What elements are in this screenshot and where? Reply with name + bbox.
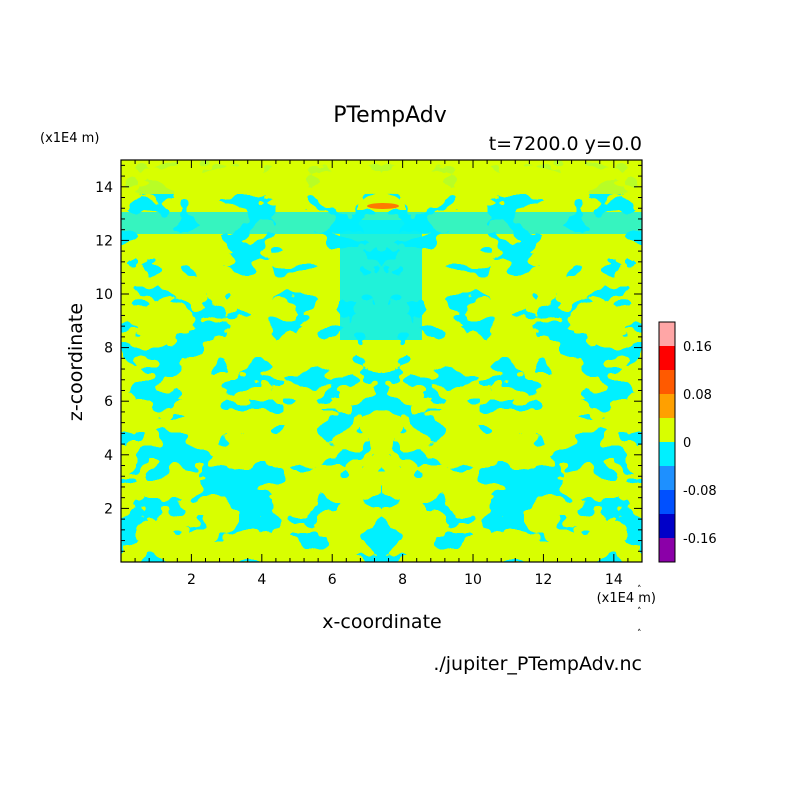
x-tick-label: 14 (605, 572, 623, 588)
colorbar-swatch (659, 346, 675, 370)
x-axis-label: x-coordinate (322, 611, 441, 633)
dot-mark: ˄ (637, 607, 642, 617)
chart-title: PTempAdv (333, 103, 447, 128)
source-file-label: ./jupiter_PTempAdv.nc (433, 653, 642, 675)
colorbar-swatch (659, 466, 675, 490)
y-tick-label: 6 (104, 394, 113, 410)
y-axis-label: z-coordinate (65, 303, 87, 421)
y-tick-label: 2 (104, 501, 113, 517)
y-tick-label: 12 (95, 233, 113, 249)
y-axis-ticks: 2 4 6 8 10 12 14 (95, 164, 642, 552)
x-tick-label: 10 (464, 572, 482, 588)
colorbar-tick-label: -0.08 (683, 484, 717, 499)
y-tick-label: 8 (104, 341, 113, 357)
dot-mark: ˄ (637, 585, 642, 595)
colorbar-tick-label: 0 (683, 436, 691, 451)
x-axis-ticks: 2 4 6 8 10 12 14 (134, 160, 629, 588)
y-unit-label: (x1E4 m) (40, 131, 99, 146)
upper-negative-belt (121, 212, 642, 234)
colorbar-swatch (659, 442, 675, 466)
chart-subtitle: t=7200.0 y=0.0 (489, 133, 642, 155)
colorbar-frame (658, 321, 676, 563)
central-negative-column (340, 220, 422, 340)
y-tick-label: 4 (104, 448, 113, 464)
colorbar-tick-label: 0.16 (683, 340, 712, 355)
top-positive-belt (121, 160, 642, 194)
colorbar-swatch (659, 370, 675, 394)
colorbar-tick-label: -0.16 (683, 532, 717, 547)
colorbar (658, 321, 676, 563)
x-tick-label: 8 (398, 572, 407, 588)
y-tick-label: 10 (95, 287, 113, 303)
colorbar-labels: 0.16 0.08 0 -0.08 -0.16 (683, 340, 717, 547)
colorbar-swatch (659, 418, 675, 442)
x-tick-label: 4 (257, 572, 266, 588)
plot-frame (120, 159, 643, 563)
heatmap-field (121, 160, 642, 562)
colorbar-tick-label: 0.08 (683, 388, 712, 403)
x-tick-label: 6 (328, 572, 337, 588)
colorbar-swatch (659, 394, 675, 418)
max-spot (367, 203, 399, 209)
colorbar-swatch (659, 490, 675, 514)
x-tick-label: 12 (535, 572, 553, 588)
colorbar-swatch (659, 538, 675, 562)
x-unit-label: (x1E4 m) (597, 591, 656, 606)
dot-mark: ˄ (637, 629, 642, 639)
y-tick-label: 14 (95, 180, 113, 196)
colorbar-swatch (659, 514, 675, 538)
x-tick-label: 2 (187, 572, 196, 588)
colorbar-swatch (659, 322, 675, 346)
